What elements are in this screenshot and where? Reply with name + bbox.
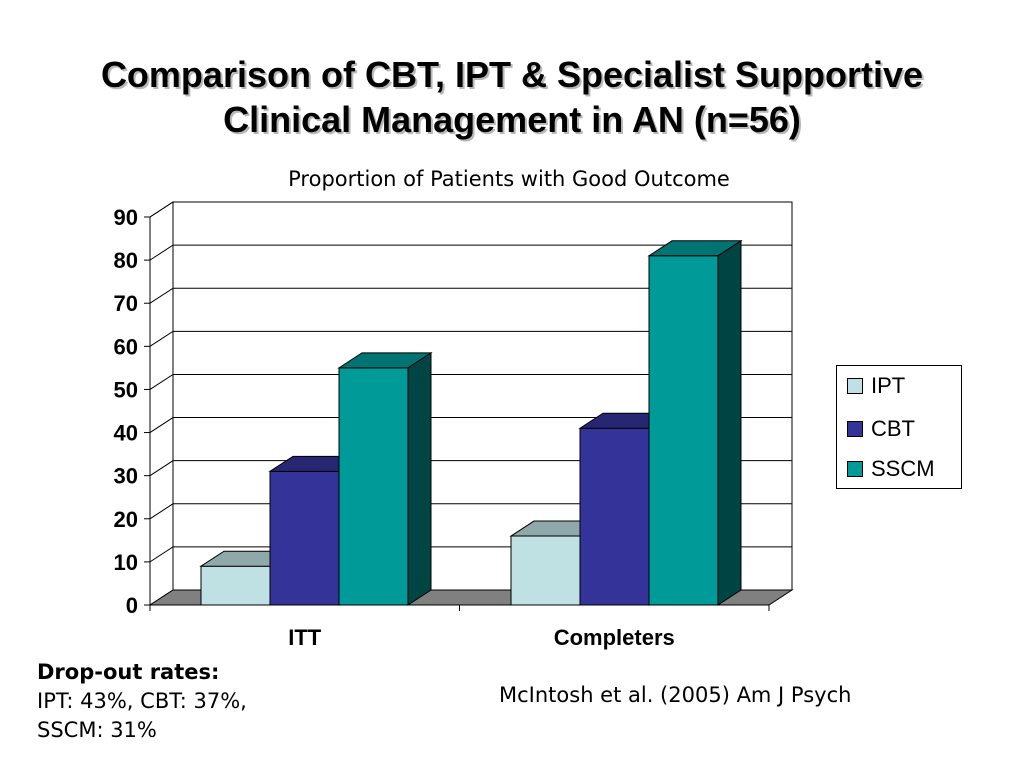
y-tick-label: 10	[114, 550, 138, 575]
y-tick-label: 30	[114, 464, 138, 489]
bar-front	[510, 535, 581, 606]
y-tick-label: 60	[114, 334, 138, 359]
bar-side	[407, 351, 432, 606]
x-category-label: Completers	[554, 625, 675, 650]
gridline	[149, 244, 792, 261]
gridline	[149, 287, 792, 304]
dropout-heading: Drop-out rates:	[37, 660, 220, 684]
legend-swatch-cbt	[847, 421, 863, 437]
dropout-line-1: IPT: 43%, CBT: 37%,	[37, 689, 247, 713]
legend-item-sscm: SSCM	[847, 456, 935, 481]
chart-legend: IPT CBT SSCM	[836, 365, 962, 489]
bar-side	[717, 239, 742, 606]
legend-label-cbt: CBT	[871, 416, 915, 441]
gridline	[149, 201, 792, 218]
y-tick-label: 0	[126, 593, 138, 618]
bar-sscm-completers	[647, 239, 743, 606]
legend-item-ipt: IPT	[847, 373, 906, 398]
citation: McIntosh et al. (2005) Am J Psych	[499, 683, 852, 707]
bar-front	[579, 427, 650, 606]
y-tick-label: 70	[114, 291, 138, 316]
bar-front	[269, 470, 340, 606]
slide-title-line-2: Clinical Management in AN (n=56)	[223, 99, 801, 140]
legend-swatch-sscm	[847, 461, 863, 477]
slide-title: Comparison of CBT, IPT & Specialist Supp…	[0, 52, 1024, 142]
dropout-line-2: SSCM: 31%	[37, 718, 157, 742]
dropout-note: Drop-out rates: IPT: 43%, CBT: 37%, SSCM…	[37, 658, 247, 745]
gridline	[149, 373, 792, 390]
legend-swatch-ipt	[847, 378, 863, 394]
bar-sscm-itt	[337, 351, 433, 606]
bar-front	[648, 255, 719, 606]
y-tick-label: 90	[114, 205, 138, 230]
slide-title-line-1: Comparison of CBT, IPT & Specialist Supp…	[100, 54, 924, 95]
plot-side-wall	[149, 201, 174, 606]
y-tick-label: 80	[114, 248, 138, 273]
legend-label-sscm: SSCM	[871, 456, 935, 481]
legend-label-ipt: IPT	[871, 373, 906, 398]
y-tick-label: 40	[114, 421, 138, 446]
y-tick-label: 50	[114, 377, 138, 402]
bar-front	[338, 367, 409, 606]
bar-front	[200, 565, 271, 606]
gridline	[149, 417, 792, 433]
gridline	[149, 330, 792, 347]
chart-title: Proportion of Patients with Good Outcome	[288, 167, 730, 191]
x-category-label: ITT	[288, 625, 322, 650]
legend-item-cbt: CBT	[847, 416, 915, 441]
y-tick-label: 20	[114, 507, 138, 532]
